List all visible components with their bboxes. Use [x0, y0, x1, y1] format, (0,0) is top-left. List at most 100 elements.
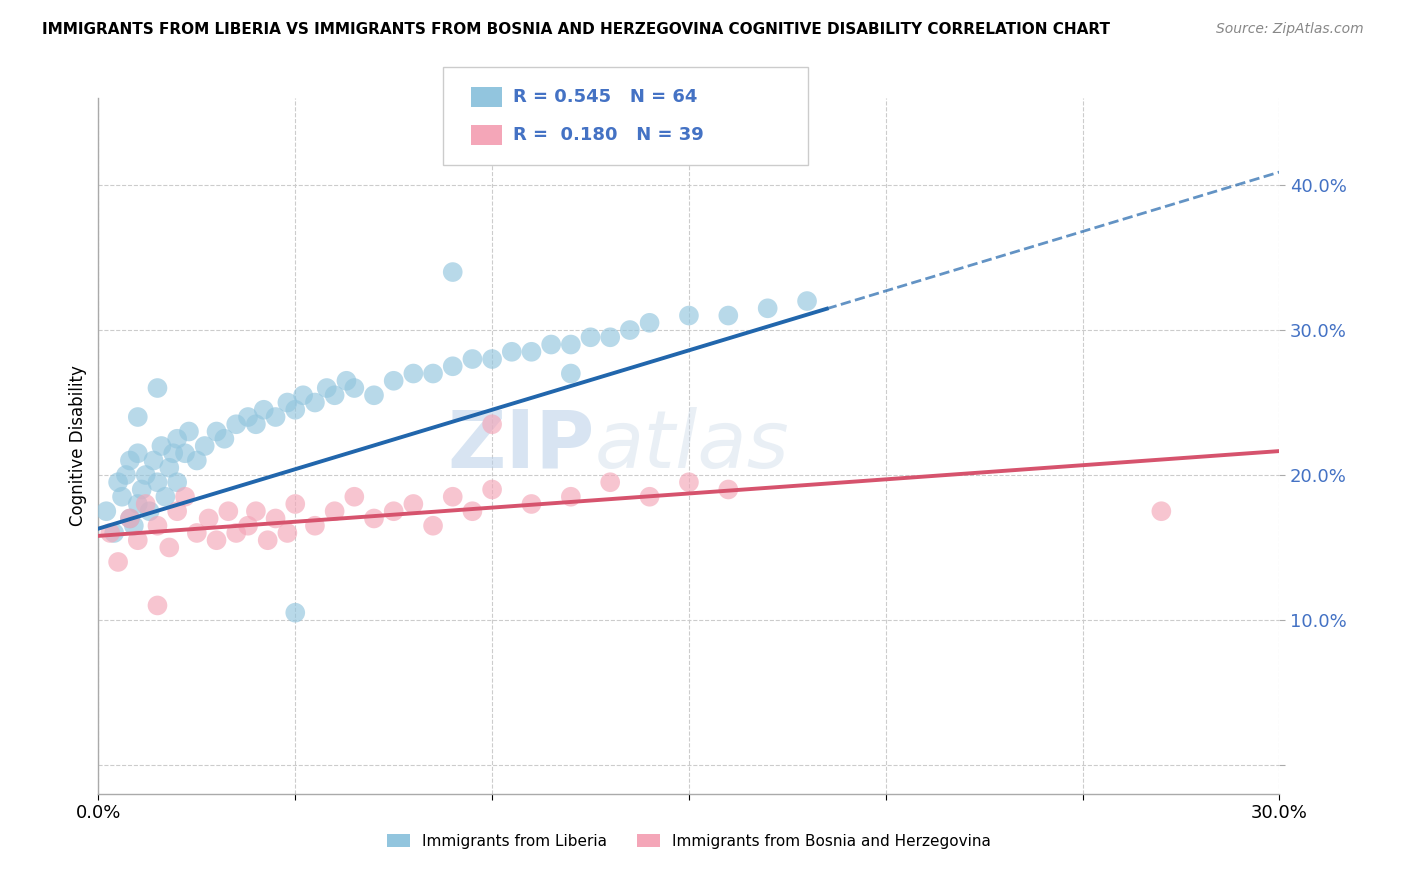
- Point: [579, 330, 602, 344]
- Point: [284, 497, 307, 511]
- Point: [177, 425, 200, 439]
- Point: [245, 504, 267, 518]
- Point: [343, 490, 366, 504]
- Point: [481, 483, 503, 497]
- Point: [363, 511, 385, 525]
- Point: [304, 518, 326, 533]
- Point: [717, 483, 740, 497]
- Point: [560, 367, 582, 381]
- Point: [284, 606, 307, 620]
- Point: [253, 402, 276, 417]
- Point: [111, 490, 134, 504]
- Text: R =  0.180   N = 39: R = 0.180 N = 39: [513, 126, 704, 144]
- Point: [363, 388, 385, 402]
- Point: [315, 381, 337, 395]
- Point: [166, 475, 188, 490]
- Point: [441, 359, 464, 374]
- Point: [146, 518, 169, 533]
- Point: [382, 504, 405, 518]
- Point: [146, 475, 169, 490]
- Point: [166, 504, 188, 518]
- Point: [461, 352, 484, 367]
- Point: [115, 467, 138, 482]
- Point: [166, 432, 188, 446]
- Point: [678, 475, 700, 490]
- Point: [118, 511, 141, 525]
- Point: [264, 511, 287, 525]
- Point: [98, 526, 121, 541]
- Point: [162, 446, 184, 460]
- Point: [323, 388, 346, 402]
- Point: [1150, 504, 1173, 518]
- Point: [135, 497, 157, 511]
- Point: [292, 388, 315, 402]
- Point: [796, 294, 818, 309]
- Point: [131, 483, 153, 497]
- Point: [225, 417, 247, 432]
- Point: [441, 490, 464, 504]
- Point: [284, 402, 307, 417]
- Point: [122, 518, 145, 533]
- Point: [214, 432, 236, 446]
- Point: [264, 410, 287, 425]
- Point: [236, 410, 259, 425]
- Point: [127, 497, 149, 511]
- Point: [520, 497, 543, 511]
- Point: [127, 533, 149, 548]
- Point: [197, 511, 219, 525]
- Point: [540, 337, 562, 351]
- Point: [638, 490, 661, 504]
- Point: [205, 533, 228, 548]
- Point: [96, 504, 118, 518]
- Point: [422, 367, 444, 381]
- Point: [127, 446, 149, 460]
- Point: [103, 526, 125, 541]
- Point: [194, 439, 217, 453]
- Point: [217, 504, 239, 518]
- Point: [441, 265, 464, 279]
- Point: [256, 533, 278, 548]
- Point: [236, 518, 259, 533]
- Point: [157, 460, 180, 475]
- Point: [520, 344, 543, 359]
- Point: [205, 425, 228, 439]
- Point: [717, 309, 740, 323]
- Point: [245, 417, 267, 432]
- Point: [127, 410, 149, 425]
- Point: [343, 381, 366, 395]
- Point: [138, 504, 160, 518]
- Point: [501, 344, 523, 359]
- Text: R = 0.545   N = 64: R = 0.545 N = 64: [513, 88, 697, 106]
- Point: [402, 367, 425, 381]
- Point: [174, 446, 197, 460]
- Point: [174, 490, 197, 504]
- Point: [142, 453, 165, 467]
- Point: [422, 518, 444, 533]
- Text: IMMIGRANTS FROM LIBERIA VS IMMIGRANTS FROM BOSNIA AND HERZEGOVINA COGNITIVE DISA: IMMIGRANTS FROM LIBERIA VS IMMIGRANTS FR…: [42, 22, 1111, 37]
- Point: [461, 504, 484, 518]
- Point: [107, 475, 129, 490]
- Point: [599, 330, 621, 344]
- Point: [150, 439, 173, 453]
- Point: [107, 555, 129, 569]
- Point: [304, 395, 326, 409]
- Point: [619, 323, 641, 337]
- Point: [599, 475, 621, 490]
- Point: [402, 497, 425, 511]
- Point: [560, 337, 582, 351]
- Point: [186, 526, 208, 541]
- Point: [481, 417, 503, 432]
- Point: [146, 599, 169, 613]
- Text: ZIP: ZIP: [447, 407, 595, 485]
- Point: [118, 453, 141, 467]
- Point: [146, 381, 169, 395]
- Point: [756, 301, 779, 316]
- Text: atlas: atlas: [595, 407, 789, 485]
- Point: [186, 453, 208, 467]
- Point: [481, 352, 503, 367]
- Point: [135, 467, 157, 482]
- Point: [335, 374, 357, 388]
- Point: [276, 395, 298, 409]
- Point: [323, 504, 346, 518]
- Point: [276, 526, 298, 541]
